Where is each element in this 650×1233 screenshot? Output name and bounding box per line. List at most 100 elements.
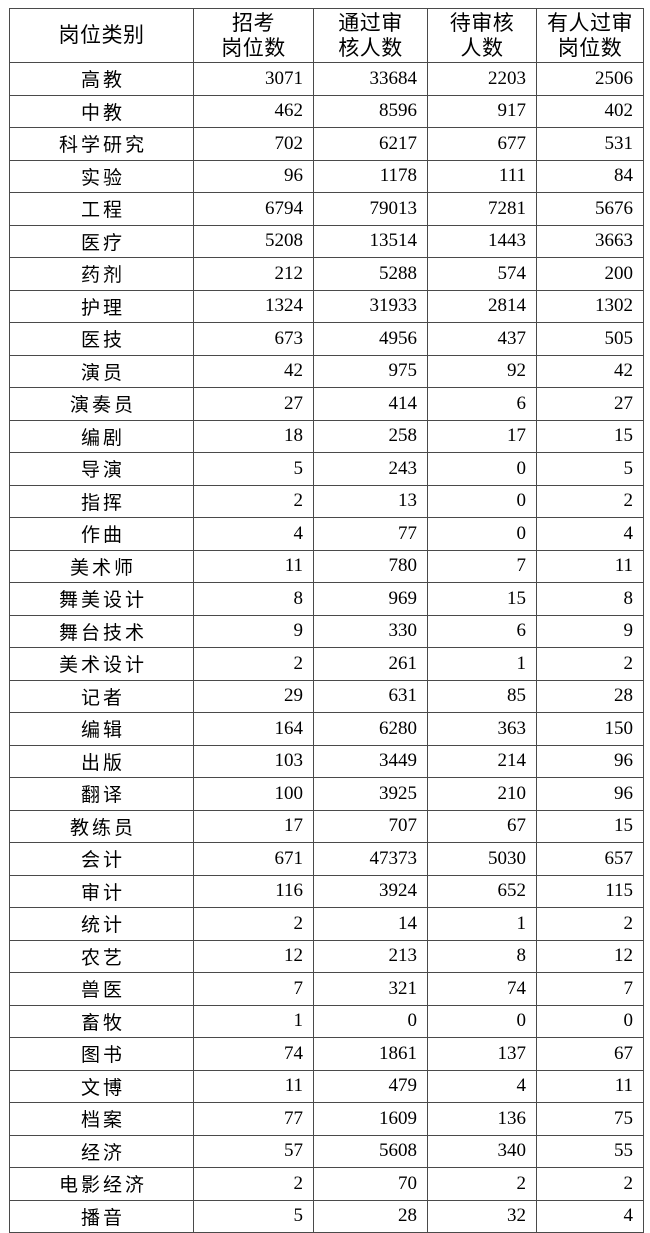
cell-posts-with-passers: 2 (536, 484, 644, 518)
cell-passed-review: 261 (313, 647, 428, 681)
cell-passed-review: 969 (313, 582, 428, 616)
cell-pending-review: 7 (427, 549, 537, 583)
cell-passed-review: 1609 (313, 1102, 428, 1136)
table-row: 医技 673 4956 437 505 (9, 322, 644, 356)
cell-posts-with-passers: 75 (536, 1102, 644, 1136)
cell-recruit-posts: 18 (193, 419, 314, 453)
table-row: 中教 462 8596 917 402 (9, 94, 644, 128)
cell-posts-with-passers: 402 (536, 94, 644, 128)
cell-posts-with-passers: 2506 (536, 62, 644, 96)
cell-category: 会计 (9, 842, 194, 876)
cell-passed-review: 780 (313, 549, 428, 583)
cell-passed-review: 31933 (313, 289, 428, 323)
cell-pending-review: 2 (427, 1167, 537, 1201)
cell-passed-review: 0 (313, 1004, 428, 1038)
table-header: 岗位类别 招考 岗位数 通过审 核人数 待审核 人数 有人过审 岗位数 (9, 8, 644, 63)
cell-pending-review: 2814 (427, 289, 537, 323)
table-row: 医疗 5208 13514 1443 3663 (9, 224, 644, 258)
table-row: 科学研究 702 6217 677 531 (9, 127, 644, 161)
cell-passed-review: 13 (313, 484, 428, 518)
column-header-posts-with-passers-line2: 岗位数 (557, 35, 623, 60)
cell-recruit-posts: 74 (193, 1037, 314, 1071)
cell-pending-review: 7281 (427, 192, 537, 226)
cell-posts-with-passers: 115 (536, 874, 644, 908)
cell-category: 经济 (9, 1134, 194, 1168)
cell-pending-review: 1 (427, 647, 537, 681)
cell-recruit-posts: 42 (193, 354, 314, 388)
cell-pending-review: 74 (427, 972, 537, 1006)
cell-pending-review: 917 (427, 94, 537, 128)
cell-passed-review: 321 (313, 972, 428, 1006)
job-category-statistics-table: 岗位类别 招考 岗位数 通过审 核人数 待审核 人数 有人过审 岗位数 (9, 8, 644, 1233)
cell-recruit-posts: 57 (193, 1134, 314, 1168)
cell-category: 演员 (9, 354, 194, 388)
cell-category: 护理 (9, 289, 194, 323)
table-row: 记者 29 631 85 28 (9, 679, 644, 713)
table-row: 翻译 100 3925 210 96 (9, 777, 644, 811)
cell-posts-with-passers: 11 (536, 1069, 644, 1103)
table-row: 药剂 212 5288 574 200 (9, 257, 644, 291)
cell-category: 工程 (9, 192, 194, 226)
table-row: 美术师 11 780 7 11 (9, 549, 644, 583)
cell-recruit-posts: 7 (193, 972, 314, 1006)
cell-pending-review: 1443 (427, 224, 537, 258)
cell-category: 高教 (9, 62, 194, 96)
column-header-recruit-posts-line1: 招考 (232, 10, 275, 35)
table-row: 畜牧 1 0 0 0 (9, 1004, 644, 1038)
table-row: 演奏员 27 414 6 27 (9, 387, 644, 421)
cell-recruit-posts: 4 (193, 517, 314, 551)
cell-pending-review: 2203 (427, 62, 537, 96)
cell-pending-review: 4 (427, 1069, 537, 1103)
cell-passed-review: 77 (313, 517, 428, 551)
cell-pending-review: 6 (427, 614, 537, 648)
cell-recruit-posts: 116 (193, 874, 314, 908)
cell-posts-with-passers: 12 (536, 939, 644, 973)
column-header-posts-with-passers-line1: 有人过审 (547, 10, 633, 35)
table-row: 演员 42 975 92 42 (9, 354, 644, 388)
cell-passed-review: 8596 (313, 94, 428, 128)
cell-category: 美术师 (9, 549, 194, 583)
cell-category: 实验 (9, 159, 194, 193)
page-root: 岗位类别 招考 岗位数 通过审 核人数 待审核 人数 有人过审 岗位数 (9, 8, 644, 1233)
cell-passed-review: 631 (313, 679, 428, 713)
cell-recruit-posts: 671 (193, 842, 314, 876)
table-row: 农艺 12 213 8 12 (9, 939, 644, 973)
cell-recruit-posts: 702 (193, 127, 314, 161)
cell-posts-with-passers: 15 (536, 809, 644, 843)
cell-posts-with-passers: 505 (536, 322, 644, 356)
cell-recruit-posts: 5 (193, 452, 314, 486)
cell-category: 舞美设计 (9, 582, 194, 616)
cell-recruit-posts: 11 (193, 1069, 314, 1103)
table-row: 经济 57 5608 340 55 (9, 1134, 644, 1168)
cell-posts-with-passers: 5676 (536, 192, 644, 226)
cell-category: 出版 (9, 744, 194, 778)
cell-recruit-posts: 100 (193, 777, 314, 811)
cell-posts-with-passers: 4 (536, 517, 644, 551)
cell-pending-review: 15 (427, 582, 537, 616)
cell-passed-review: 479 (313, 1069, 428, 1103)
cell-passed-review: 213 (313, 939, 428, 973)
column-header-pending-review: 待审核 人数 (427, 8, 537, 63)
cell-category: 农艺 (9, 939, 194, 973)
cell-category: 文博 (9, 1069, 194, 1103)
cell-category: 医技 (9, 322, 194, 356)
cell-passed-review: 5288 (313, 257, 428, 291)
cell-pending-review: 574 (427, 257, 537, 291)
cell-category: 教练员 (9, 809, 194, 843)
cell-posts-with-passers: 9 (536, 614, 644, 648)
cell-passed-review: 5608 (313, 1134, 428, 1168)
cell-pending-review: 0 (427, 517, 537, 551)
column-header-pending-review-line1: 待审核 (449, 10, 515, 35)
cell-pending-review: 6 (427, 387, 537, 421)
cell-passed-review: 28 (313, 1199, 428, 1233)
cell-category: 播音 (9, 1199, 194, 1233)
cell-passed-review: 330 (313, 614, 428, 648)
cell-pending-review: 437 (427, 322, 537, 356)
cell-passed-review: 4956 (313, 322, 428, 356)
cell-passed-review: 1861 (313, 1037, 428, 1071)
cell-recruit-posts: 2 (193, 907, 314, 941)
cell-recruit-posts: 8 (193, 582, 314, 616)
cell-recruit-posts: 17 (193, 809, 314, 843)
column-header-passed-review: 通过审 核人数 (313, 8, 428, 63)
cell-posts-with-passers: 96 (536, 744, 644, 778)
